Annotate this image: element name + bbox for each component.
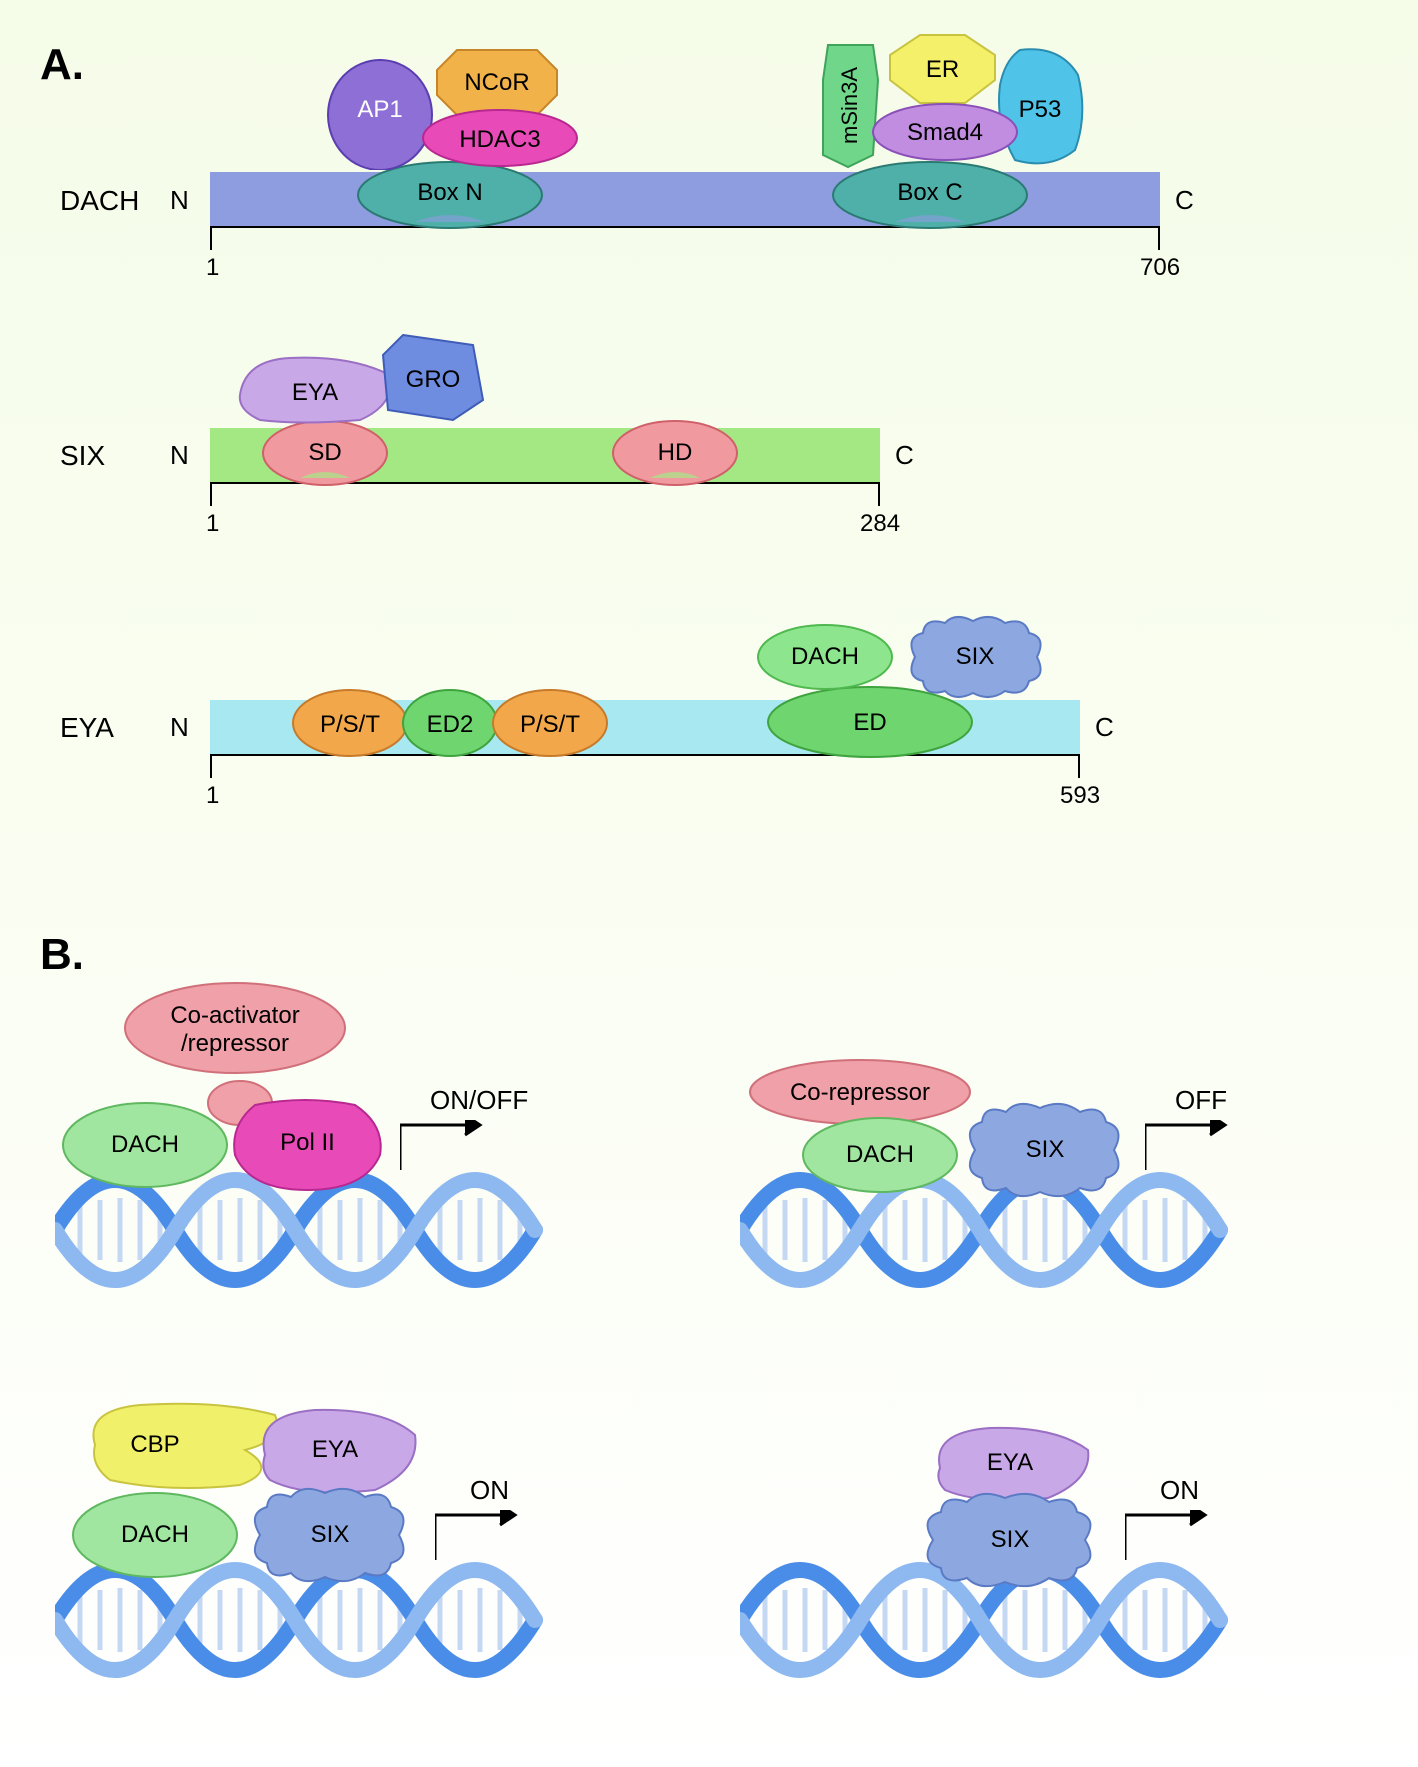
dach-pos-end: 706 <box>1140 254 1180 282</box>
dach-ncor-text: NCoR <box>432 68 562 98</box>
eya-label: EYA <box>60 712 114 744</box>
six-pos-end: 284 <box>860 510 900 538</box>
dach-box-c-text: Box C <box>830 178 1030 208</box>
six-hd-text: HD <box>610 438 740 468</box>
eya-c: C <box>1095 712 1114 743</box>
tl-pol2-text: Pol II <box>225 1128 390 1158</box>
tl-state: ON/OFF <box>430 1085 528 1116</box>
panel-b-letter: B. <box>40 930 84 980</box>
six-tick-start <box>210 482 212 506</box>
dach-smad4-text: Smad4 <box>870 118 1020 148</box>
dach-box-n-text: Box N <box>355 178 545 208</box>
eya-pos-start: 1 <box>206 782 219 810</box>
eya-pos-end: 593 <box>1060 782 1100 810</box>
tr-state: OFF <box>1175 1085 1227 1116</box>
eya-n: N <box>170 712 189 743</box>
bl-cbp-text: CBP <box>100 1430 210 1460</box>
tr-dach-text: DACH <box>800 1140 960 1170</box>
panel-a-letter: A. <box>40 40 84 90</box>
tl-coact-text: Co-activator /repressor <box>120 1000 350 1060</box>
eya-dach-text: DACH <box>755 642 895 672</box>
br-state: ON <box>1160 1475 1199 1506</box>
eya-pst2-text: P/S/T <box>490 710 610 740</box>
eya-ed2-text: ED2 <box>400 710 500 740</box>
six-gro-text: GRO <box>378 365 488 395</box>
six-pos-start: 1 <box>206 510 219 538</box>
six-c: C <box>895 440 914 471</box>
dach-c: C <box>1175 185 1194 216</box>
six-eya-text: EYA <box>250 378 380 408</box>
br-eya-text: EYA <box>920 1448 1100 1478</box>
bl-dach-text: DACH <box>70 1520 240 1550</box>
eya-six-text: SIX <box>895 642 1055 672</box>
six-n: N <box>170 440 189 471</box>
dach-n: N <box>170 185 189 216</box>
tr-corep-text: Co-repressor <box>745 1078 975 1108</box>
bl-eya-text: EYA <box>245 1435 425 1465</box>
br-arrow <box>1125 1510 1215 1570</box>
dach-pos-start: 1 <box>206 254 219 282</box>
dach-er-text: ER <box>885 55 1000 85</box>
tr-arrow <box>1145 1120 1235 1180</box>
tr-six-text: SIX <box>950 1135 1140 1165</box>
dach-tick-end <box>1158 226 1160 250</box>
eya-tick-end <box>1078 754 1080 778</box>
six-label: SIX <box>60 440 105 472</box>
eya-ed-text: ED <box>765 708 975 738</box>
bl-arrow <box>435 1510 525 1570</box>
six-tick-end <box>878 482 880 506</box>
eya-tick-start <box>210 754 212 778</box>
six-sd-text: SD <box>260 438 390 468</box>
bl-six-text: SIX <box>235 1520 425 1550</box>
dach-hdac3-text: HDAC3 <box>420 125 580 155</box>
br-six-text: SIX <box>905 1525 1115 1555</box>
dach-tick-start <box>210 226 212 250</box>
dach-ap1-text: AP1 <box>325 95 435 125</box>
eya-pst1-text: P/S/T <box>290 710 410 740</box>
bl-state: ON <box>470 1475 509 1506</box>
dach-label: DACH <box>60 185 139 217</box>
tl-dach-text: DACH <box>60 1130 230 1160</box>
tl-arrow <box>400 1120 490 1180</box>
